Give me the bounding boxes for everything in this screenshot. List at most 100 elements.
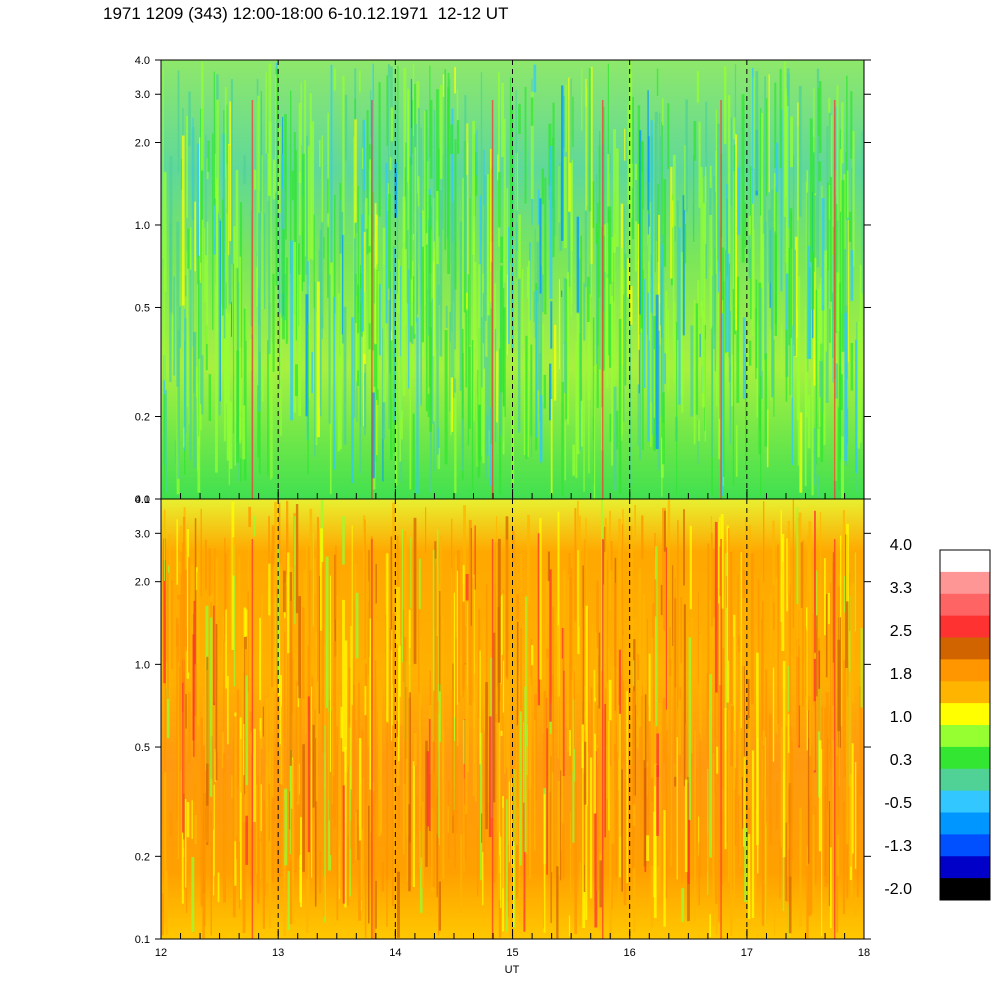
lower-streak xyxy=(802,540,804,707)
lower-panel-streaks xyxy=(161,499,863,939)
upper-streak xyxy=(732,289,735,486)
upper-streak xyxy=(537,189,540,225)
x-axis-label: UT xyxy=(505,964,520,976)
upper-streak xyxy=(647,292,650,442)
upper-streak xyxy=(629,286,633,325)
lower-streak xyxy=(425,740,428,867)
colorbar-label: 3.3 xyxy=(890,580,912,597)
lower-streak xyxy=(700,629,702,740)
upper-streak xyxy=(390,340,393,460)
upper-streak xyxy=(249,339,253,371)
upper-streak xyxy=(368,252,372,324)
upper-streak xyxy=(825,269,829,403)
lower-streak xyxy=(185,694,187,729)
upper-streak xyxy=(198,358,201,446)
upper-streak xyxy=(639,332,642,460)
upper-streak xyxy=(839,374,843,410)
upper-streak xyxy=(207,140,210,172)
upper-streak xyxy=(459,221,463,391)
upper-streak xyxy=(201,219,204,356)
lower-streak xyxy=(408,665,410,805)
lower-streak xyxy=(364,663,368,804)
upper-streak xyxy=(656,68,659,96)
upper-streak xyxy=(729,365,732,445)
lower-streak xyxy=(249,711,253,735)
lower-streak xyxy=(790,740,793,860)
lower-spectrogram-panel: 0.1 0.2 0.5 1.0 2.0 3.0 4.0 12 13 14 15 16 17 18 UT xyxy=(135,494,871,976)
lower-streak xyxy=(549,569,552,722)
upper-streak xyxy=(224,87,227,283)
upper-streak xyxy=(835,363,839,399)
lower-streak xyxy=(268,516,270,591)
lower-streak xyxy=(557,511,560,697)
upper-streak xyxy=(407,90,410,270)
upper-streak xyxy=(673,302,676,383)
lower-streak xyxy=(842,801,846,915)
upper-streak xyxy=(365,198,368,229)
upper-streak xyxy=(487,315,491,431)
lower-streak xyxy=(796,569,799,657)
upper-streak xyxy=(174,440,176,465)
y-tick-label: 1.0 xyxy=(135,659,150,671)
upper-streak xyxy=(341,212,344,344)
lower-streak xyxy=(808,764,812,917)
upper-streak xyxy=(363,120,365,191)
lower-streak xyxy=(768,714,772,845)
upper-streak xyxy=(231,301,232,337)
lower-streak xyxy=(765,737,767,926)
upper-streak xyxy=(456,89,459,124)
y-tick-label: 3.0 xyxy=(135,528,150,540)
upper-streak xyxy=(650,120,653,313)
lower-streak xyxy=(583,741,587,805)
lower-streak xyxy=(482,852,484,906)
upper-streak xyxy=(371,392,375,479)
lower-streak xyxy=(718,766,720,923)
upper-streak xyxy=(261,155,263,310)
lower-streak xyxy=(188,692,191,764)
upper-streak xyxy=(764,221,767,360)
upper-streak xyxy=(293,241,296,413)
lower-streak xyxy=(213,605,216,706)
lower-streak xyxy=(582,565,584,743)
upper-streak xyxy=(533,291,535,322)
lower-streak xyxy=(528,676,532,790)
upper-streak xyxy=(525,335,528,460)
upper-streak xyxy=(566,272,570,425)
upper-streak xyxy=(846,170,849,238)
lower-streak xyxy=(329,575,331,772)
lower-streak xyxy=(656,765,659,836)
upper-streak xyxy=(333,68,337,91)
upper-streak xyxy=(189,269,192,461)
lower-streak xyxy=(265,697,269,884)
lower-streak xyxy=(632,660,635,687)
upper-streak xyxy=(764,353,768,447)
lower-streak xyxy=(196,571,199,672)
lower-streak xyxy=(636,654,640,680)
upper-streak xyxy=(411,99,414,154)
lower-streak xyxy=(604,518,607,689)
upper-streak xyxy=(472,120,475,255)
lower-streak xyxy=(555,611,558,643)
lower-streak xyxy=(720,514,724,609)
upper-streak xyxy=(339,253,342,450)
upper-streak xyxy=(659,136,661,326)
lower-streak xyxy=(274,501,277,692)
upper-streak xyxy=(721,247,725,338)
lower-streak xyxy=(567,579,569,753)
upper-streak xyxy=(787,73,790,228)
lower-streak xyxy=(712,753,715,926)
upper-streak xyxy=(580,399,584,447)
colorbar-swatch xyxy=(940,812,990,835)
lower-streak xyxy=(465,574,469,601)
lower-streak xyxy=(646,835,650,861)
upper-streak xyxy=(469,198,471,346)
upper-streak xyxy=(300,82,302,145)
lower-streak xyxy=(358,738,362,841)
upper-streak xyxy=(311,351,314,394)
upper-streak xyxy=(737,167,741,235)
lower-panel-hour-lines xyxy=(277,499,748,939)
lower-streak xyxy=(325,556,329,708)
upper-streak xyxy=(698,121,701,208)
lower-streak xyxy=(302,744,305,872)
lower-streak xyxy=(551,697,553,873)
